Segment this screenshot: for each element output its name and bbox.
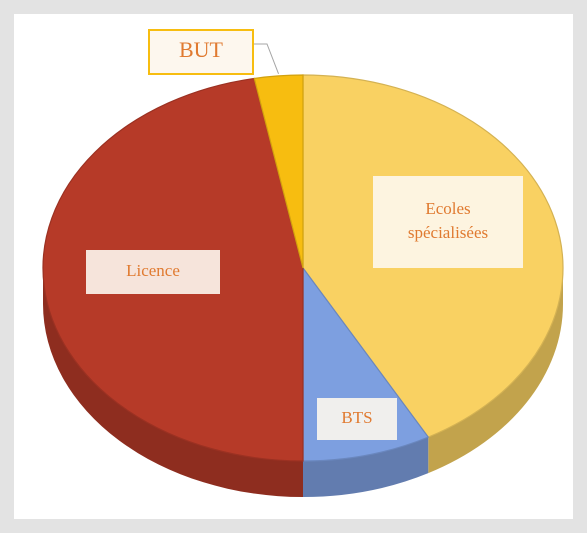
label-box — [86, 250, 220, 294]
slice-side — [303, 437, 429, 497]
data-label: Licence — [126, 261, 180, 280]
data-label: BTS — [341, 408, 372, 427]
slice-side — [43, 268, 303, 497]
data-label: Ecoles spécialisées — [408, 199, 488, 242]
label-box — [317, 398, 397, 440]
slice — [253, 74, 304, 269]
label-box — [148, 29, 254, 75]
slice-side — [428, 268, 563, 474]
leader-line — [253, 43, 279, 75]
label-box — [373, 176, 523, 268]
data-label: BUT — [179, 37, 224, 62]
